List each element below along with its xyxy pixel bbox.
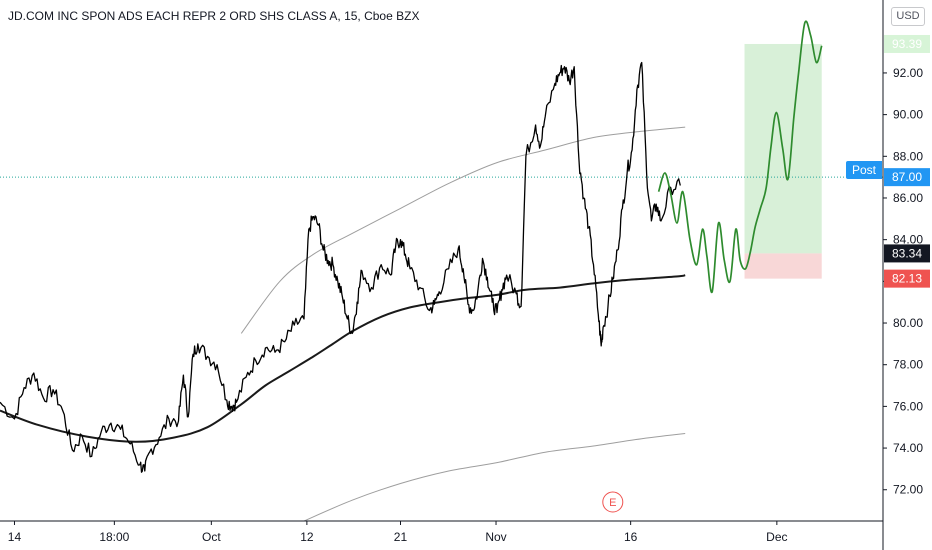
y-tick-label: 84.00 [893, 233, 923, 247]
y-tick-label: 86.00 [893, 191, 923, 205]
price-badge-label: 83.34 [892, 246, 922, 260]
earnings-event-icon[interactable] [602, 491, 624, 513]
x-tick-label: 18:00 [99, 530, 129, 544]
x-tick-label: 14 [8, 530, 22, 544]
upper-envelope-line [240, 126, 686, 334]
price-badge-black [884, 244, 930, 263]
x-tick-label: Oct [202, 530, 221, 544]
y-tick-label: 92.00 [893, 66, 923, 80]
y-tick-label: 78.00 [893, 358, 923, 372]
price-badge-green [884, 34, 930, 53]
price-badge-label: 82.13 [892, 272, 922, 286]
chart-title: JD.COM INC SPON ADS EACH REPR 2 ORD SHS … [8, 9, 420, 23]
x-tick-label: 16 [624, 530, 638, 544]
price-line [0, 61, 681, 473]
y-tick-label: 74.00 [893, 441, 923, 455]
price-badge-label: 87.00 [892, 170, 922, 184]
x-tick-label: Dec [766, 530, 787, 544]
x-tick-label: 12 [300, 530, 314, 544]
x-tick-label: 21 [394, 530, 408, 544]
price-badge-label: 93.39 [892, 37, 922, 51]
projection-line [657, 20, 823, 294]
y-tick-label: 76.00 [893, 399, 923, 413]
post-label: Post [846, 161, 882, 179]
price-badge-red [884, 269, 930, 288]
earnings-event-label: E [609, 497, 616, 509]
y-tick-label: 80.00 [893, 316, 923, 330]
y-tick-label: 90.00 [893, 108, 923, 122]
price-badge-blue [884, 168, 930, 187]
y-tick-label: 72.00 [893, 483, 923, 497]
currency-button[interactable]: USD [891, 7, 925, 26]
y-tick-label: 88.00 [893, 149, 923, 163]
lower-envelope-line [303, 433, 686, 522]
loss-zone[interactable] [744, 253, 822, 279]
x-tick-label: Nov [485, 530, 506, 544]
